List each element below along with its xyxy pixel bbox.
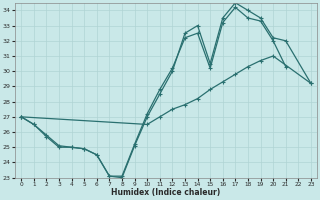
X-axis label: Humidex (Indice chaleur): Humidex (Indice chaleur) bbox=[111, 188, 221, 197]
